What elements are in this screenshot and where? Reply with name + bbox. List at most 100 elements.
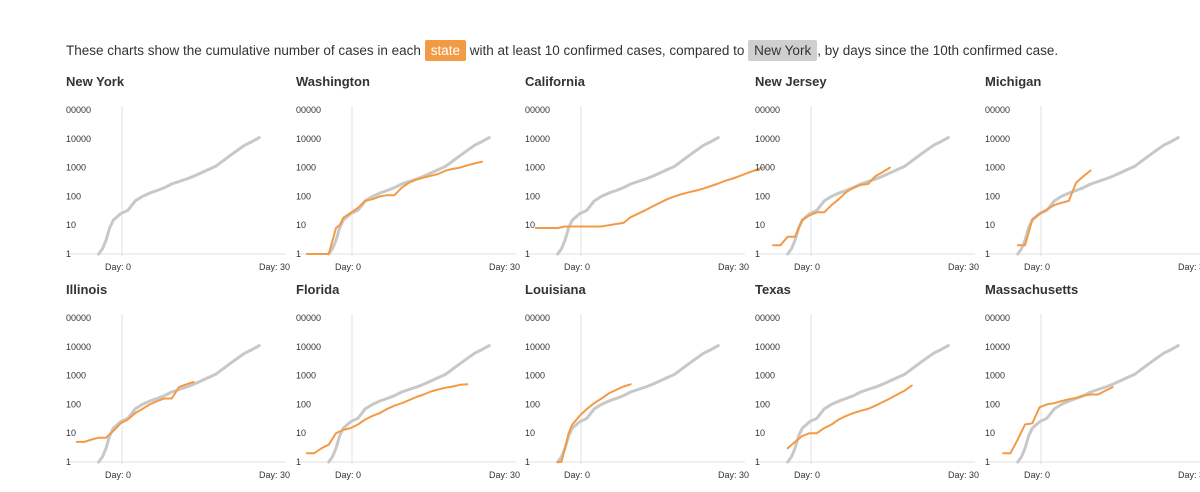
panel-washington: Washington 00000 10000 1000 100 10 1 Day: 0 Day:…	[296, 74, 526, 284]
y-tick-label: 10000	[66, 134, 91, 144]
intro-text: These charts show the cumulative number …	[66, 40, 1058, 61]
y-tick-label: 100	[985, 399, 1000, 409]
y-tick-label: 10	[296, 220, 306, 230]
state-series-line	[1016, 169, 1092, 247]
y-tick-label: 10000	[985, 134, 1010, 144]
y-tick-label: 00000	[985, 313, 1010, 323]
x-tick-label-day-30: Day: 30	[259, 262, 290, 272]
y-tick-label: 10000	[525, 342, 550, 352]
panel-title: Washington	[296, 74, 370, 89]
y-tick-label: 1000	[525, 371, 545, 381]
panel-title: New Jersey	[755, 74, 827, 89]
y-tick-label: 10000	[755, 342, 780, 352]
panel-chart: 00000 10000 1000 100 10 1 Day: 0 Day: 30	[755, 313, 979, 480]
y-tick-label: 00000	[755, 105, 780, 115]
panel-title: Texas	[755, 282, 791, 297]
x-tick-label-day-0: Day: 0	[564, 470, 590, 480]
panel-michigan: Michigan 00000 10000 1000 100 10 1 Day: 0 Day: 3…	[985, 74, 1200, 284]
new-york-baseline-line	[327, 344, 491, 464]
y-tick-label: 1	[985, 249, 990, 259]
y-tick-label: 1	[525, 249, 530, 259]
y-tick-label: 1	[66, 249, 71, 259]
y-tick-label: 1	[525, 457, 530, 467]
x-tick-label-day-30: Day: 30	[948, 470, 979, 480]
y-tick-label: 10000	[755, 134, 780, 144]
y-tick-label: 1	[296, 249, 301, 259]
y-tick-label: 100	[985, 191, 1000, 201]
y-tick-label: 1000	[985, 163, 1005, 173]
x-tick-label-day-30: Day: 30	[948, 262, 979, 272]
panel-chart: 00000 10000 1000 100 10 1 Day: 0 Day: 30	[525, 105, 764, 272]
new-york-baseline-line	[97, 136, 261, 256]
new-york-baseline-line	[327, 136, 491, 256]
state-series-line	[556, 383, 632, 463]
x-tick-label-day-0: Day: 0	[794, 262, 820, 272]
y-tick-label: 1	[296, 457, 301, 467]
x-tick-label-day-0: Day: 0	[794, 470, 820, 480]
new-york-baseline-line	[97, 344, 261, 464]
panel-title: Michigan	[985, 74, 1042, 89]
x-tick-label-day-0: Day: 0	[105, 262, 131, 272]
state-legend-chip: state	[424, 40, 466, 61]
y-tick-label: 100	[66, 399, 81, 409]
y-tick-label: 10	[985, 220, 995, 230]
new-york-legend-chip: New York	[748, 40, 818, 61]
panel-new-jersey: New Jersey 00000 10000 1000 100 10 1 Day: 0 Day:…	[755, 74, 985, 284]
x-tick-label-day-0: Day: 0	[1024, 262, 1050, 272]
y-tick-label: 100	[525, 399, 540, 409]
panel-title: Louisiana	[525, 282, 586, 297]
new-york-baseline-line	[786, 136, 950, 256]
y-tick-label: 1	[755, 249, 760, 259]
new-york-baseline-line	[556, 344, 720, 464]
y-tick-label: 100	[755, 399, 770, 409]
y-tick-label: 10	[66, 220, 76, 230]
y-tick-label: 1000	[755, 163, 775, 173]
panel-chart: 00000 10000 1000 100 10 1 Day: 0 Day: 30	[296, 313, 520, 480]
y-tick-label: 10	[985, 428, 995, 438]
x-tick-label-day-30: Day: 30	[489, 470, 520, 480]
panel-louisiana: Louisiana 00000 10000 1000 100 10 1 Day: 0 Day: …	[525, 282, 755, 492]
x-tick-label-day-0: Day: 0	[105, 470, 131, 480]
y-tick-label: 10	[296, 428, 306, 438]
state-series-line	[305, 383, 469, 455]
y-tick-label: 00000	[525, 105, 550, 115]
new-york-baseline-line	[556, 136, 720, 256]
state-series-line	[772, 166, 891, 247]
x-tick-label-day-0: Day: 0	[335, 262, 361, 272]
panel-massachusetts: Massachusetts 00000 10000 1000 100 10 1 Day: 0 D…	[985, 282, 1200, 492]
y-tick-label: 00000	[985, 105, 1010, 115]
y-tick-label: 10	[525, 428, 535, 438]
panel-title: Massachusetts	[985, 282, 1079, 297]
intro-middle: with at least 10 confirmed cases, compar…	[469, 43, 745, 58]
panel-chart: 00000 10000 1000 100 10 1 Day: 0 Day: 30	[66, 105, 290, 272]
panel-chart: 00000 10000 1000 100 10 1 Day: 0 Day: 30	[985, 313, 1200, 480]
y-tick-label: 10000	[985, 342, 1010, 352]
y-tick-label: 00000	[296, 313, 321, 323]
y-tick-label: 1000	[525, 163, 545, 173]
y-tick-label: 10	[525, 220, 535, 230]
new-york-baseline-line	[1016, 136, 1180, 256]
y-tick-label: 10000	[296, 342, 321, 352]
state-series-line	[534, 166, 764, 229]
y-tick-label: 10000	[66, 342, 91, 352]
x-tick-label-day-0: Day: 0	[335, 470, 361, 480]
intro-after: , by days since the 10th confirmed case.	[817, 43, 1059, 58]
y-tick-label: 10	[66, 428, 76, 438]
y-tick-label: 1000	[66, 163, 86, 173]
panel-illinois: Illinois 00000 10000 1000 100 10 1 Day: 0 Day: 3…	[66, 282, 296, 492]
panel-chart: 00000 10000 1000 100 10 1 Day: 0 Day: 30	[525, 313, 749, 480]
state-series-line	[305, 160, 483, 255]
y-tick-label: 100	[296, 399, 311, 409]
y-tick-label: 10	[755, 428, 765, 438]
panel-title: Florida	[296, 282, 340, 297]
y-tick-label: 00000	[296, 105, 321, 115]
x-tick-label-day-30: Day: 30	[1178, 470, 1200, 480]
state-series-line	[786, 384, 913, 450]
panel-title: Illinois	[66, 282, 108, 297]
y-tick-label: 00000	[66, 105, 91, 115]
panel-california: California 00000 10000 1000 100 10 1 Day: 0 Day:…	[525, 74, 764, 284]
x-tick-label-day-30: Day: 30	[259, 470, 290, 480]
y-tick-label: 10000	[296, 134, 321, 144]
panel-florida: Florida 00000 10000 1000 100 10 1 Day: 0 Day: 30	[296, 282, 526, 492]
y-tick-label: 10000	[525, 134, 550, 144]
